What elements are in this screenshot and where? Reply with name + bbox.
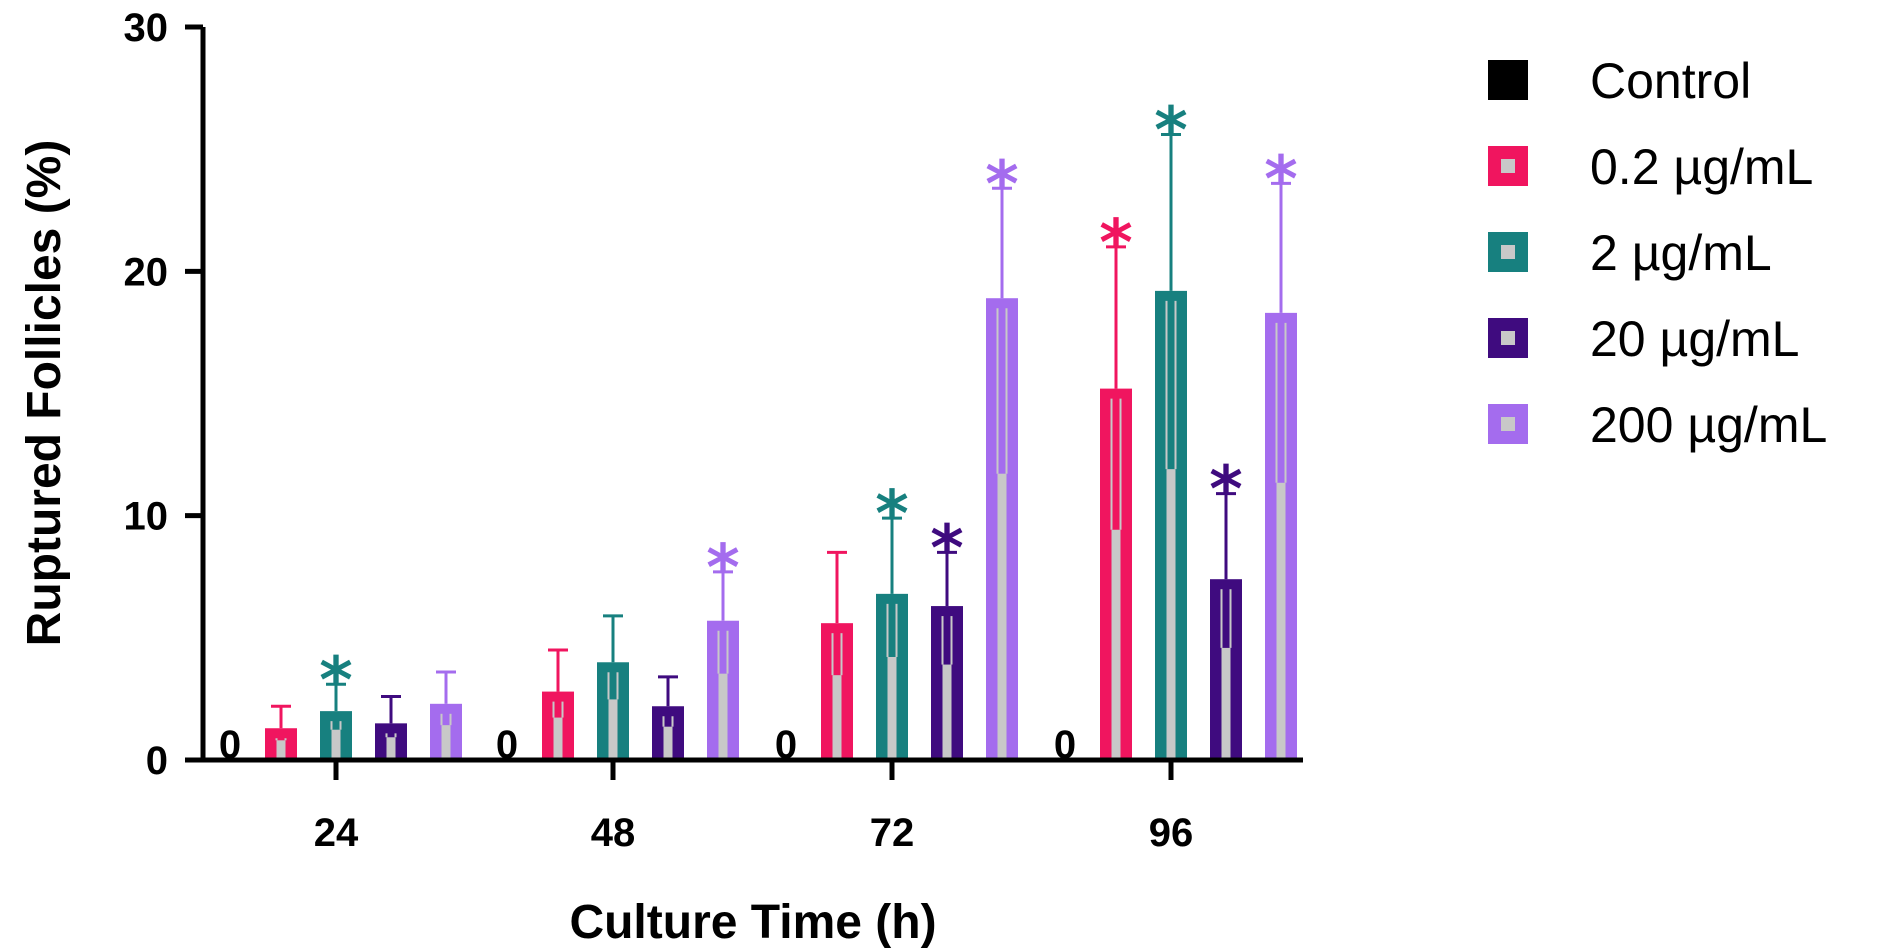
legend-item: 0.2 µg/mL [1488, 139, 1813, 195]
zero-value-label: 0 [219, 723, 241, 767]
bar-inner-fill [386, 737, 396, 758]
bar-group [597, 614, 629, 760]
bar-group [265, 704, 297, 760]
y-tick-label: 10 [124, 495, 169, 539]
bar-inner-fill [553, 717, 563, 758]
legend-item: 20 µg/mL [1488, 311, 1799, 367]
bar-group: * [1209, 454, 1243, 760]
significance-star: * [1154, 95, 1187, 169]
legend: Control 0.2 µg/mL 2 µg/mL 20 µg/mL 200 µg/mL [1488, 53, 1827, 453]
significance-star: * [930, 512, 963, 586]
bar-inner-fill [331, 729, 341, 758]
legend-swatch [1488, 60, 1528, 100]
bar-inner-fill [1276, 482, 1286, 758]
bar-inner-fill [997, 473, 1007, 758]
zero-value-label: 0 [1054, 723, 1076, 767]
legend-label: Control [1590, 53, 1751, 109]
axes [200, 27, 1303, 763]
bar-inner-fill [663, 726, 673, 758]
x-tick-label: 48 [591, 811, 636, 855]
significance-star: * [1209, 454, 1242, 528]
significance-star: * [875, 478, 908, 552]
bar-group [821, 550, 853, 760]
y-tick-label: 30 [124, 6, 169, 50]
bar-group: * [1264, 143, 1298, 760]
x-tick-label: 96 [1149, 811, 1194, 855]
significance-star: * [985, 148, 1018, 222]
bar-inner-fill [1111, 529, 1121, 758]
bar-inner-fill [718, 673, 728, 758]
bar-inner-fill [276, 740, 286, 758]
legend-swatch-inner [1501, 417, 1515, 431]
bar-inner-fill [887, 656, 897, 758]
x-tick-label: 24 [314, 811, 359, 855]
legend-item: Control [1488, 53, 1751, 109]
bar-inner-fill [1166, 469, 1176, 758]
bar-inner-fill [1221, 647, 1231, 758]
legend-swatch-inner [1501, 245, 1515, 259]
significance-star: * [1099, 207, 1132, 281]
bars-layer: 0 0 0 0 * * * * * * * * * [219, 95, 1298, 767]
bar-group: * [1154, 95, 1188, 760]
x-axis-title: Culture Time (h) [569, 896, 936, 949]
bar-group: * [1099, 207, 1133, 760]
x-ticks: 24 48 72 96 [314, 760, 1194, 855]
significance-star: * [1264, 143, 1297, 217]
significance-star: * [319, 644, 352, 718]
legend-item: 2 µg/mL [1488, 225, 1772, 281]
legend-label: 0.2 µg/mL [1590, 139, 1813, 195]
bar-group [542, 648, 574, 760]
zero-value-label: 0 [775, 723, 797, 767]
bar-group: * [319, 644, 353, 760]
bar-group [430, 670, 462, 760]
y-ticks: 0 10 20 30 [124, 6, 203, 783]
legend-label: 20 µg/mL [1590, 311, 1799, 367]
bar-group: * [985, 148, 1019, 760]
bar-inner-fill [942, 664, 952, 758]
bar-group: * [706, 532, 740, 760]
bar-inner-fill [832, 675, 842, 758]
legend-label: 2 µg/mL [1590, 225, 1772, 281]
bar-group: * [930, 512, 964, 760]
y-tick-label: 0 [146, 739, 168, 783]
significance-star: * [706, 532, 739, 606]
legend-label: 200 µg/mL [1590, 397, 1827, 453]
y-tick-label: 20 [124, 250, 169, 294]
x-tick-label: 72 [870, 811, 915, 855]
y-axis-title: Ruptured Follicles (%) [18, 140, 71, 647]
bar-group [652, 675, 684, 760]
bar-group [375, 694, 407, 760]
bar-inner-fill [441, 725, 451, 758]
legend-swatch-inner [1501, 159, 1515, 173]
bar-group: * [875, 478, 909, 760]
legend-swatch-inner [1501, 331, 1515, 345]
zero-value-label: 0 [496, 723, 518, 767]
legend-item: 200 µg/mL [1488, 397, 1827, 453]
bar-inner-fill [608, 699, 618, 758]
